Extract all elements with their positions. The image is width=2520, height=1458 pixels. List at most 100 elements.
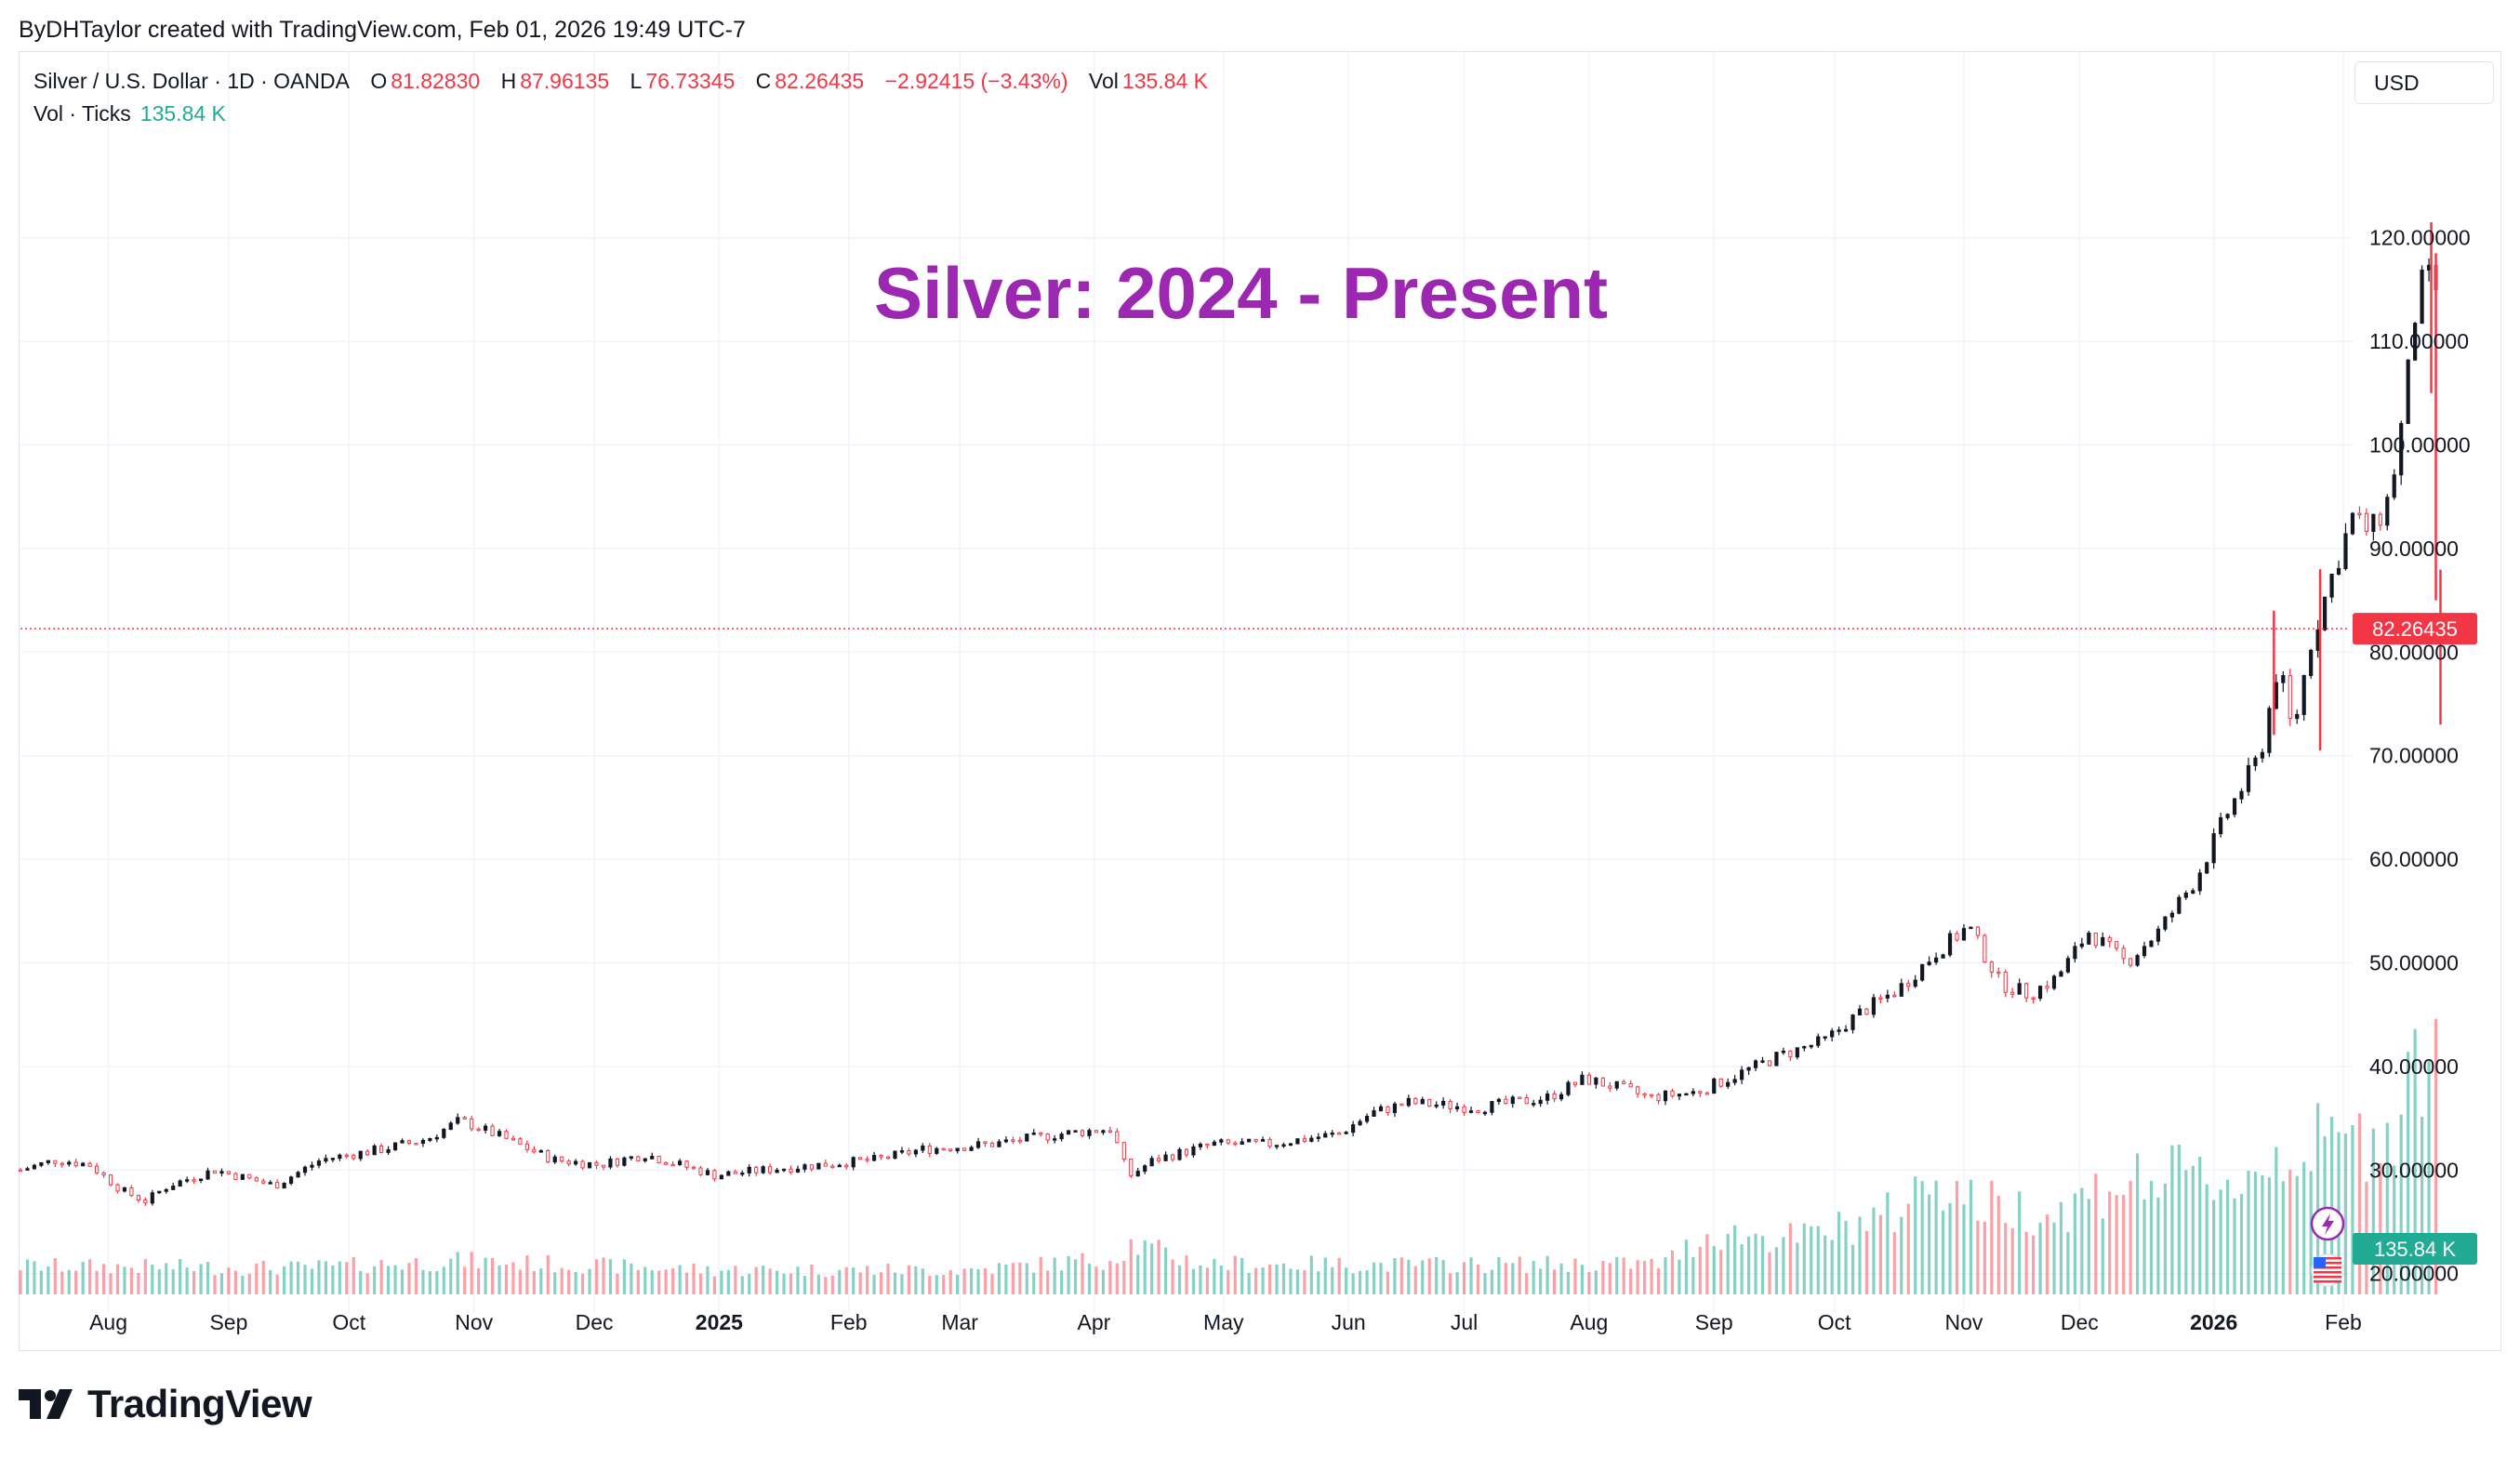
volume-bar — [2212, 1200, 2216, 1294]
volume-bar — [1185, 1255, 1188, 1294]
volume-bar — [754, 1266, 758, 1294]
vol-label: Vol — [1088, 69, 1119, 93]
candle-body — [865, 1159, 869, 1161]
candle-body — [1302, 1138, 1306, 1142]
high-label: H — [500, 69, 517, 93]
volume-bar — [2261, 1175, 2264, 1294]
price-axis: 120.00000110.00000100.0000090.0000080.00… — [2369, 226, 2471, 1286]
candle-body — [608, 1158, 613, 1168]
candle-body — [1656, 1094, 1661, 1102]
candle-body — [1406, 1097, 1411, 1107]
candle-body — [1913, 979, 1917, 987]
candle-body — [2315, 629, 2320, 651]
candle-body — [1170, 1154, 1175, 1160]
volume-bar — [692, 1264, 696, 1294]
volume-bar — [1545, 1255, 1549, 1294]
volume-bar — [1053, 1257, 1056, 1294]
volume-bar — [574, 1272, 577, 1294]
volume-bar — [2309, 1171, 2313, 1294]
candle-body — [2336, 567, 2341, 575]
volume-bar — [1261, 1267, 1265, 1294]
candle-body — [2010, 991, 2015, 995]
candle-body — [2343, 533, 2348, 569]
candle-body — [997, 1141, 1001, 1147]
candle-body — [1476, 1110, 1480, 1114]
candle-body — [2281, 675, 2286, 683]
volume-bar — [1636, 1260, 1639, 1294]
candle-body — [587, 1161, 592, 1169]
volume-bar — [2247, 1171, 2250, 1294]
volume-bar — [2239, 1194, 2244, 1294]
volume-bar — [1615, 1256, 1619, 1294]
volume-bar — [283, 1266, 286, 1294]
current-price-tag — [2353, 613, 2477, 645]
volume-bar — [1698, 1246, 1702, 1294]
volume-bar — [2149, 1181, 2154, 1294]
candle-body — [483, 1125, 488, 1131]
candle-body — [1059, 1133, 1064, 1140]
volume-bar — [706, 1266, 710, 1294]
volume-bar — [1559, 1263, 1563, 1294]
candle-body — [1441, 1100, 1446, 1106]
volume-bar — [67, 1269, 71, 1294]
candle-body — [1025, 1133, 1029, 1142]
candle-body — [1462, 1106, 1466, 1113]
candle-body — [198, 1178, 204, 1182]
y-tick-label: 120.00000 — [2369, 226, 2471, 250]
chart-pane[interactable] — [19, 51, 2501, 1351]
candle-body — [1726, 1081, 1731, 1087]
candle-body — [650, 1156, 655, 1160]
volume-bar — [53, 1258, 57, 1294]
volume-bar — [1650, 1258, 1653, 1294]
volume-bar — [179, 1259, 182, 1294]
volume-bar — [879, 1272, 883, 1294]
tradingview-logo[interactable]: TradingView — [19, 1382, 312, 1426]
volume-bar — [608, 1259, 613, 1294]
candle-body — [518, 1138, 523, 1145]
volume-bar — [2184, 1170, 2188, 1294]
volume-bar — [1191, 1268, 1196, 1294]
volume-bar — [1594, 1270, 1598, 1294]
currency-button[interactable]: USD — [2354, 61, 2494, 104]
volume-bar — [1108, 1261, 1112, 1294]
price-overlay: 82.26435 135.84 K — [20, 613, 2477, 1287]
volume-bar — [602, 1257, 605, 1294]
volume-bar — [414, 1258, 418, 1294]
volume-bar — [2343, 1133, 2348, 1294]
volume-bar — [115, 1264, 120, 1294]
volume-bar — [1497, 1257, 1501, 1294]
lightning-icon — [2310, 1206, 2345, 1241]
candle-body — [941, 1147, 946, 1151]
candle-body — [171, 1186, 176, 1190]
volume-bar — [463, 1266, 467, 1294]
volume-bar — [2379, 1162, 2382, 1294]
open-value: 81.82830 — [391, 69, 481, 93]
candle-body — [2073, 946, 2077, 960]
candle-body — [1253, 1138, 1258, 1142]
symbol-label[interactable]: Silver / U.S. Dollar · 1D · OANDA — [33, 69, 350, 93]
y-tick-label: 20.00000 — [2369, 1262, 2459, 1286]
volume-bar — [39, 1270, 43, 1294]
volume-bar — [1824, 1235, 1827, 1294]
candle-body — [1740, 1069, 1744, 1080]
volume-bar — [310, 1268, 314, 1294]
volume-tag-label: 135.84 K — [2374, 1238, 2456, 1261]
candle-body — [698, 1167, 703, 1175]
candle-body — [740, 1172, 745, 1175]
volume-bar — [1900, 1216, 1903, 1294]
ohlc-legend: Silver / U.S. Dollar · 1D · OANDA O 81.82… — [33, 69, 1212, 94]
volume-legend-label[interactable]: Vol · Ticks — [33, 101, 131, 126]
candle-body — [1538, 1099, 1543, 1105]
volume-bar — [1872, 1207, 1876, 1294]
candle-body — [1274, 1145, 1280, 1147]
candle-body — [1107, 1130, 1112, 1133]
candle-body — [1774, 1052, 1779, 1067]
volume-bar — [1643, 1261, 1647, 1294]
volume-bar — [1552, 1269, 1557, 1294]
volume-bar — [1213, 1258, 1216, 1294]
candle-body — [2128, 958, 2133, 966]
volume-bar — [1788, 1223, 1792, 1294]
volume-legend-value: 135.84 K — [139, 101, 226, 126]
volume-bar — [33, 1261, 36, 1294]
